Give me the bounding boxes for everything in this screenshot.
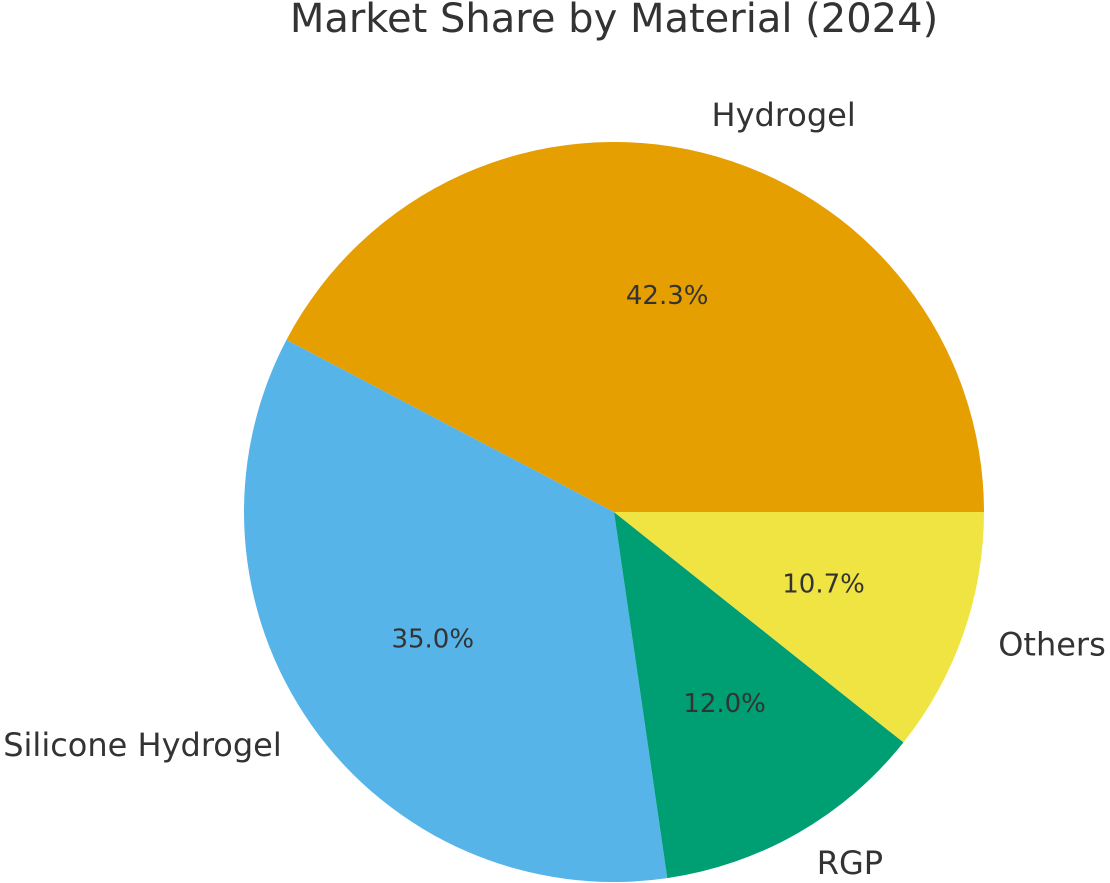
pie-pct-label-hydrogel: 42.3% — [626, 281, 709, 311]
pie-outer-label-silicone-hydrogel: Silicone Hydrogel — [3, 726, 282, 764]
chart-title: Market Share by Material (2024) — [290, 0, 938, 42]
pie-labels: 42.3% Hydrogel 35.0% Silicone Hydrogel 12.0%… — [3, 96, 1106, 882]
pie-slice-silicone-hydrogel — [243, 339, 668, 882]
pie-pct-label-silicone-hydrogel: 35.0% — [391, 625, 474, 655]
pie-outer-label-others: Others — [998, 625, 1106, 663]
pie-slice-hydrogel — [286, 141, 985, 512]
pie-slices — [243, 141, 985, 882]
pie-outer-label-rgp: RGP — [817, 844, 883, 882]
pie-outer-label-hydrogel: Hydrogel — [712, 96, 856, 134]
pie-pct-label-rgp: 12.0% — [683, 689, 766, 719]
pie-pct-label-others: 10.7% — [782, 570, 865, 600]
pie-slice-others — [614, 512, 984, 743]
pie-slice-rgp — [614, 512, 904, 879]
